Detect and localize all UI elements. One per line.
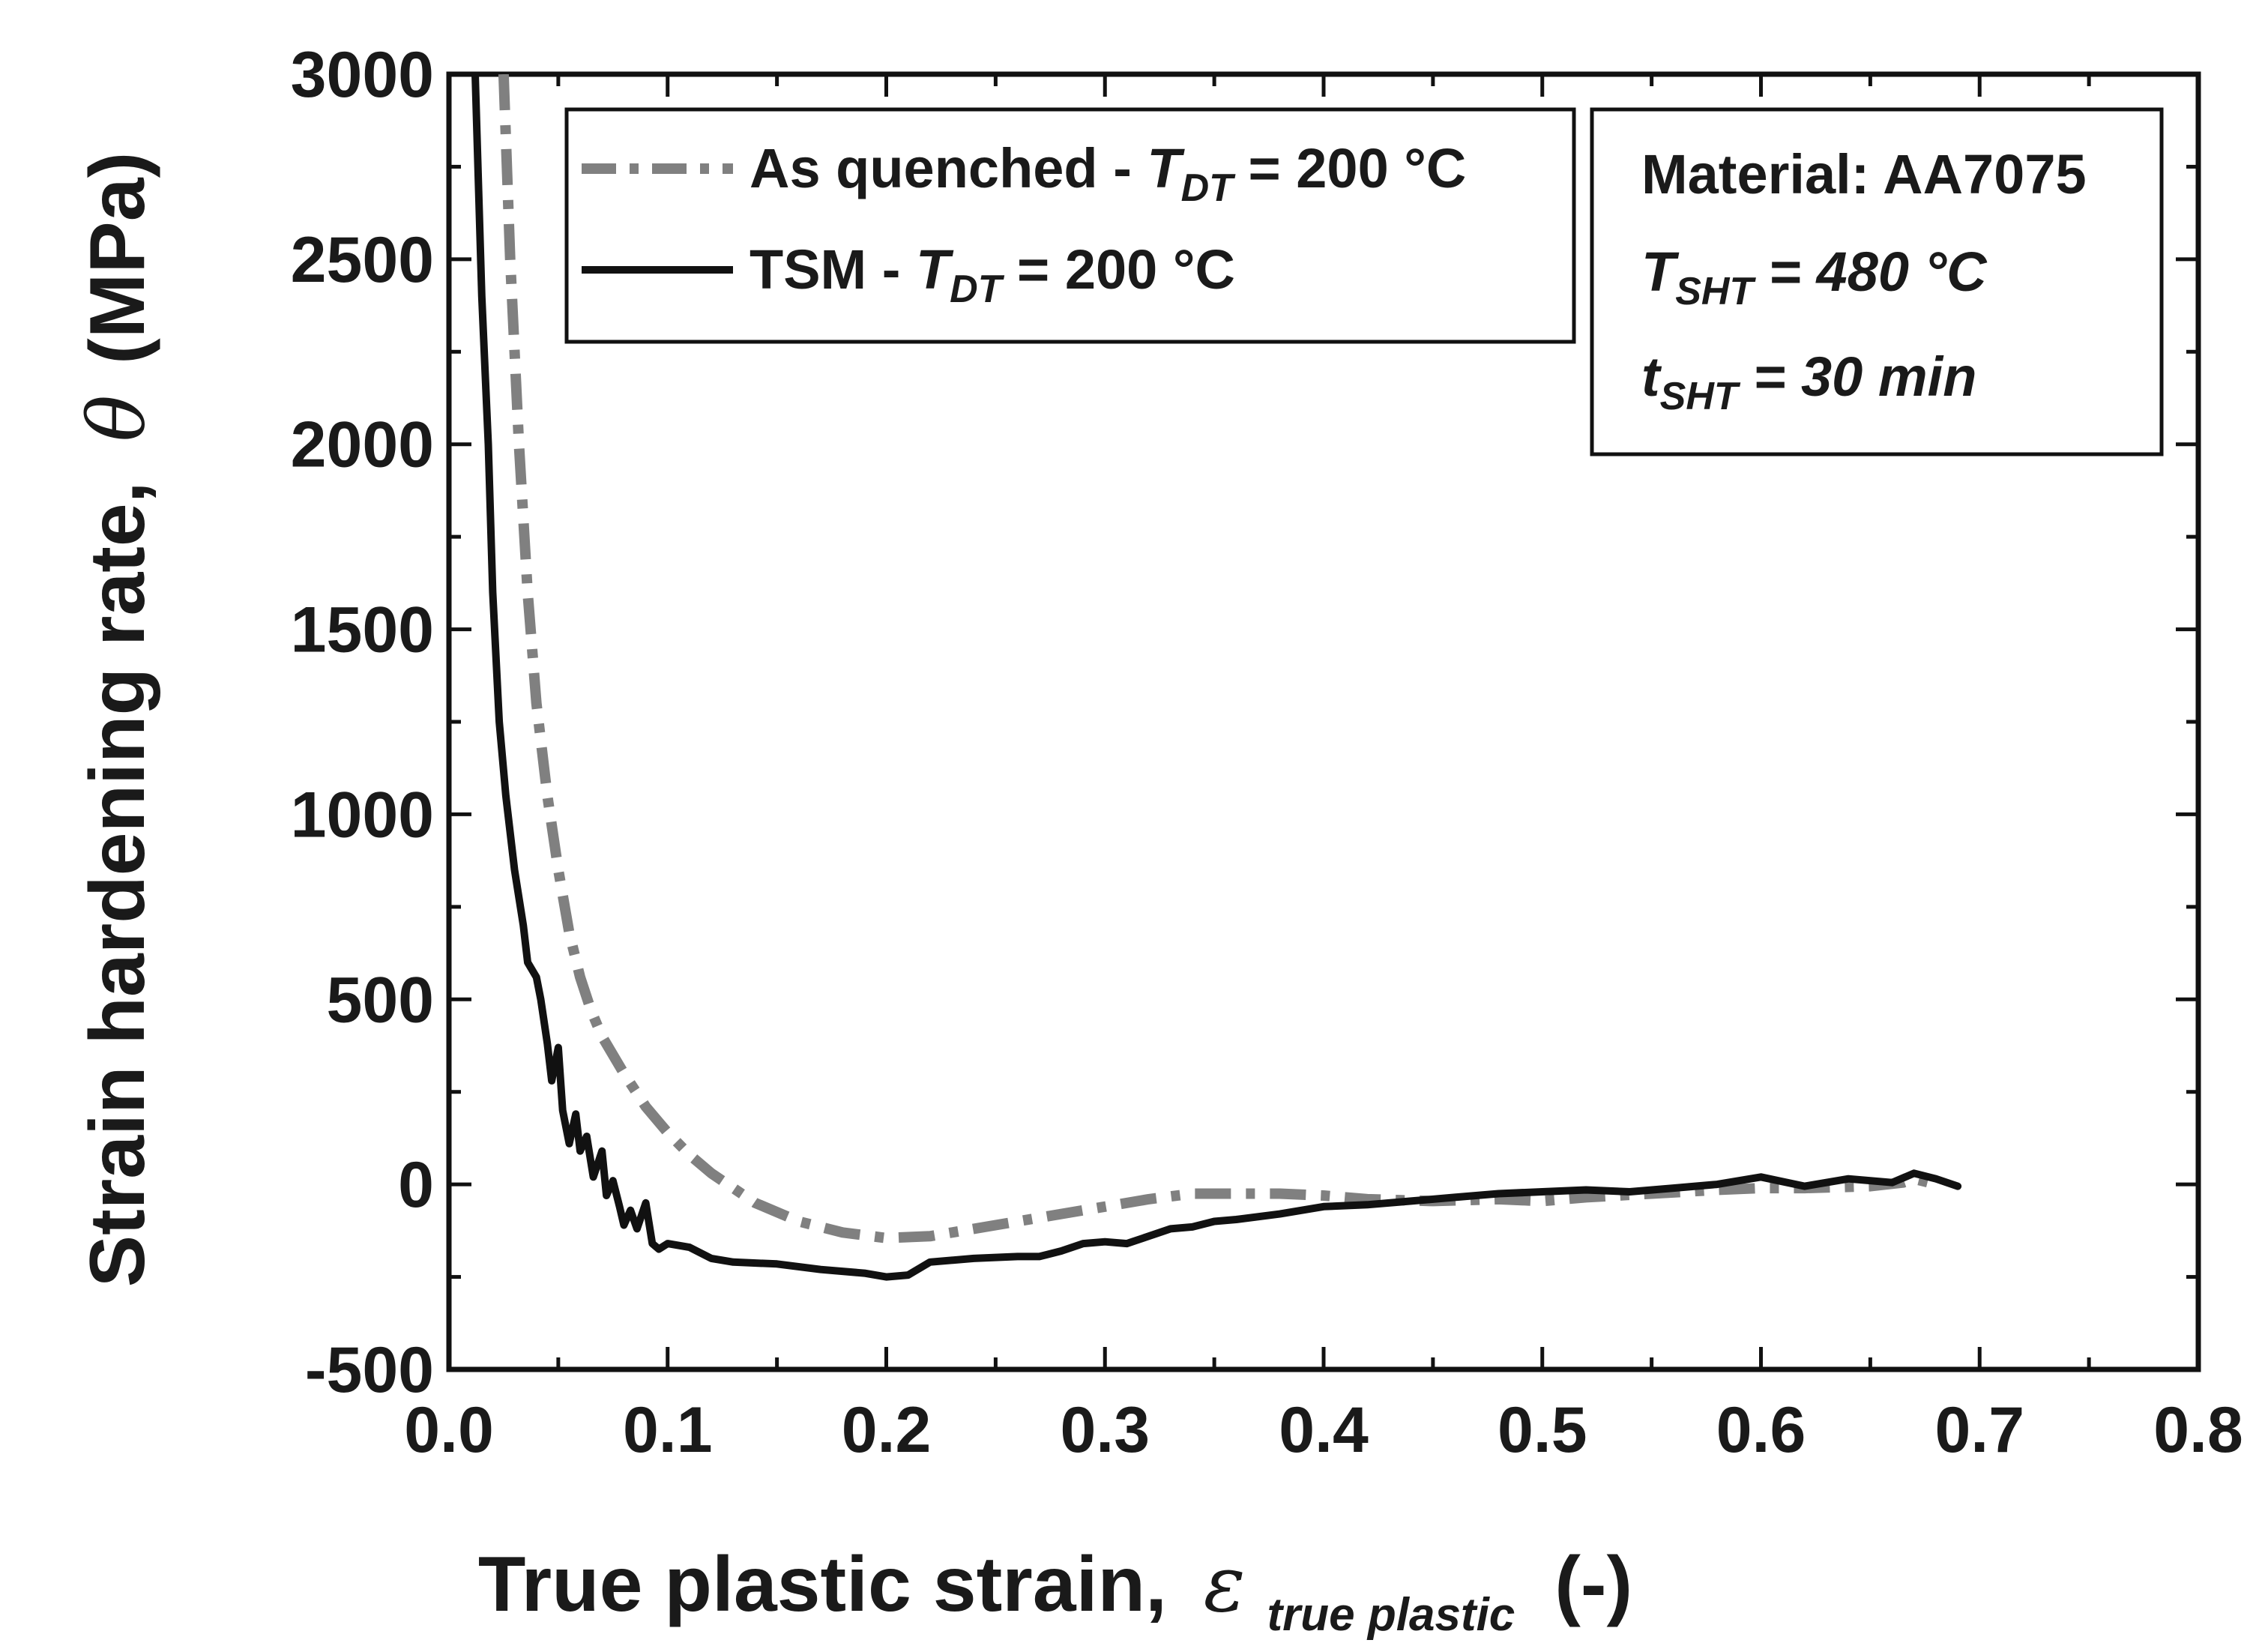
x-tick-label: 0.5 (1498, 1394, 1587, 1466)
x-tick-label: 0.2 (842, 1394, 932, 1466)
series-tsm-line (471, 74, 1962, 1281)
material-annotation-frame (1590, 107, 2164, 456)
x-axis-title-symbol: ε (1204, 1538, 1246, 1630)
y-axis-title-symbol: θ (71, 395, 163, 442)
x-tick-label: 0.1 (623, 1394, 713, 1466)
y-tick-label: 1000 (291, 779, 434, 851)
y-tick-label: 0 (398, 1149, 434, 1221)
x-axis-title: True plastic strain, ε true plastic (-) (478, 1538, 1632, 1648)
solution-time-label: tSHT = 30 min (1641, 346, 1976, 418)
x-tick-label: 0.6 (1716, 1394, 1806, 1466)
y-tick-label: 2000 (291, 409, 434, 481)
legend-entry-as-quenched-symbol: T (1147, 137, 1185, 199)
legend-entry-as-quenched-value: = 200 °C (1233, 137, 1466, 199)
y-tick-label: -500 (305, 1334, 434, 1406)
solution-time-symbol: t (1641, 346, 1662, 408)
x-tick-label: 0.8 (2153, 1394, 2243, 1466)
legend-entry-tsm: TSM - TDT = 200 °C (750, 238, 1235, 311)
y-axis-title-main: Strain hardening rate, (74, 481, 161, 1287)
y-axis-tick-labels: -500 0 500 1000 1500 2000 2500 3000 (291, 39, 434, 1406)
legend-entry-tsm-symbol: T (916, 238, 954, 301)
solution-temperature-symbol: T (1641, 241, 1680, 303)
y-tick-label: 500 (327, 964, 435, 1036)
x-tick-label: 0.4 (1279, 1394, 1369, 1466)
x-axis-tick-labels: 0.0 0.1 0.2 0.3 0.4 0.5 0.6 0.7 0.8 (404, 1394, 2243, 1466)
x-axis-title-main: True plastic strain, (478, 1541, 1167, 1628)
legend-entry-tsm-value: = 200 °C (1002, 238, 1235, 301)
y-tick-label: 2500 (291, 224, 434, 296)
legend-entry-tsm-label: TSM - (750, 238, 916, 301)
solution-temperature-value: = 480 °C (1753, 241, 1988, 303)
solution-temperature-sub: SHT (1675, 270, 1756, 313)
solution-time-sub: SHT (1660, 375, 1741, 418)
legend-entry-as-quenched-label: As quenched - (750, 137, 1147, 199)
x-tick-label: 0.0 (404, 1394, 494, 1466)
legend-frame (564, 107, 1576, 344)
material-label: Material: AA7075 (1641, 143, 2087, 205)
legend-entry-as-quenched: As quenched - TDT = 200 °C (750, 137, 1466, 210)
x-axis-title-symbol-sub: true plastic (1267, 1589, 1515, 1641)
x-tick-label: 0.3 (1060, 1394, 1150, 1466)
solution-temperature-label: TSHT = 480 °C (1641, 241, 1988, 313)
material-annotation: Material: AA7075 TSHT = 480 °C tSHT = 30… (1590, 107, 2164, 456)
y-tick-label: 1500 (291, 594, 434, 666)
solution-time-value: = 30 min (1738, 346, 1977, 408)
y-axis-title-unit: (MPa) (74, 152, 161, 364)
x-axis-title-unit: (-) (1554, 1541, 1632, 1628)
axis-ticks (447, 72, 2201, 1372)
y-axis-title: Strain hardening rate, θ (MPa) (71, 152, 163, 1287)
legend-entry-tsm-sub: DT (950, 268, 1005, 311)
y-tick-label: 3000 (291, 39, 434, 111)
series-as-quenched-line (498, 74, 1937, 1243)
legend-entry-as-quenched-sub: DT (1181, 166, 1237, 210)
legend: As quenched - TDT = 200 °C TSM - TDT = 2… (564, 107, 1576, 344)
x-tick-label: 0.7 (1934, 1394, 2024, 1466)
